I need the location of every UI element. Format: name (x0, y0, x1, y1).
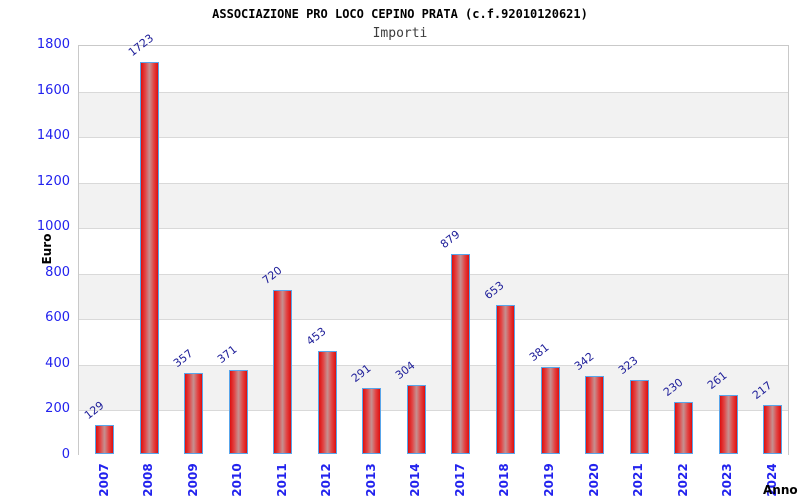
y-axis-title: Euro (40, 233, 54, 265)
y-tick-label: 800 (45, 264, 70, 280)
bar (763, 404, 783, 454)
y-tick-label: 1800 (36, 37, 70, 52)
x-tick-label: 2013 (363, 463, 378, 497)
x-tick-label: 2021 (631, 463, 646, 497)
plot-band (79, 273, 788, 320)
gridline (79, 273, 788, 275)
bar (139, 61, 159, 454)
y-tick-label: 400 (45, 355, 70, 371)
gridline (79, 364, 788, 366)
plot-band (79, 91, 788, 138)
bar (451, 253, 471, 454)
bar (495, 305, 515, 454)
y-tick-label: 1600 (36, 82, 70, 98)
y-tick-label: 1000 (36, 219, 70, 235)
y-tick-label: 0 (61, 447, 70, 462)
x-tick-label: 2012 (319, 463, 334, 497)
x-tick-label: 2008 (141, 463, 156, 497)
bar (585, 376, 605, 454)
gridline (79, 91, 788, 93)
plot-area (78, 45, 789, 456)
y-tick-label: 200 (45, 401, 70, 417)
bar (674, 401, 694, 454)
x-tick-label: 2007 (96, 463, 111, 497)
y-tick-label: 600 (45, 310, 70, 326)
x-tick-label: 2009 (185, 463, 200, 497)
x-tick-label: 2020 (586, 463, 601, 497)
x-tick-label: 2023 (720, 463, 735, 497)
plot-band (79, 182, 788, 229)
x-tick-label: 2022 (675, 463, 690, 497)
gridline (79, 319, 788, 321)
bar (273, 290, 293, 454)
bar (362, 387, 382, 454)
y-tick-label: 1200 (36, 173, 70, 189)
plot-band (79, 137, 788, 183)
chart-subtitle: Importi (372, 26, 428, 41)
bar (540, 367, 560, 454)
x-tick-label: 2014 (408, 463, 423, 497)
bar (629, 380, 649, 454)
bar (184, 372, 204, 454)
x-tick-label: 2011 (274, 463, 289, 497)
bar (317, 350, 337, 454)
bar (228, 369, 248, 454)
x-tick-label: 2010 (230, 463, 245, 497)
y-tick-label: 1400 (36, 128, 70, 144)
gridline (79, 137, 788, 139)
x-tick-label: 2019 (542, 463, 556, 497)
gridline (79, 228, 788, 230)
x-tick-label: 2018 (497, 463, 512, 497)
chart-title: ASSOCIAZIONE PRO LOCO CEPINO PRATA (c.f.… (212, 7, 588, 21)
x-tick-label: 2017 (452, 463, 467, 497)
bar (718, 394, 738, 454)
bar (95, 424, 114, 454)
plot-band (79, 319, 788, 365)
plot-band (79, 228, 788, 274)
gridline (79, 182, 788, 184)
plot-band (79, 46, 788, 92)
x-axis-title: Anno (763, 483, 798, 497)
bar (406, 384, 426, 454)
gridline (79, 410, 788, 412)
